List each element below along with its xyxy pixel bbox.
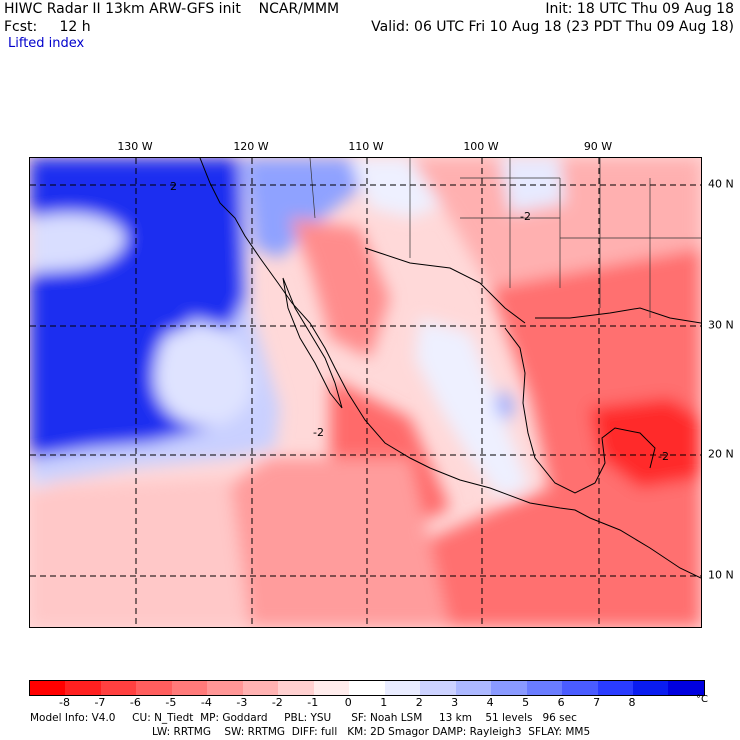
colorbar-tick-label: 5 — [522, 696, 530, 709]
colorbar-swatch — [349, 681, 385, 695]
plateau-neutral — [415, 318, 530, 498]
colorbar-tick-label: -1 — [307, 696, 319, 709]
colorbar-tick-label: -7 — [94, 696, 106, 709]
baja-peninsula — [282, 277, 343, 409]
stable-nw-land — [245, 158, 360, 258]
colorbar-swatch — [632, 681, 669, 695]
colorbar-tick-label: 0 — [344, 696, 352, 709]
colorbar-tick-label: 1 — [380, 696, 388, 709]
lat-label-20n: 20 N — [708, 447, 734, 461]
colorbar-tick-label: -4 — [200, 696, 212, 709]
contour-label: -2 — [313, 426, 324, 439]
colorbar-tick-label: 8 — [628, 696, 636, 709]
colorbar-swatch — [455, 681, 492, 695]
colorbar-swatch — [384, 681, 421, 695]
colorbar-swatch — [136, 681, 172, 695]
colorbar-swatch — [65, 681, 101, 695]
eastern-pacific-unstable — [210, 458, 450, 627]
colorbar-swatch — [100, 681, 137, 695]
lon-label-120w: 120 W — [233, 140, 269, 153]
graticule — [30, 158, 701, 627]
western-pacific-mild — [30, 478, 250, 627]
colorbar-swatch — [526, 681, 563, 695]
baja-unstable — [290, 218, 390, 358]
lon-label-100w: 100 W — [463, 140, 499, 153]
model-info-line1: Model Info: V4.0 CU: N_Tiedt MP: Goddard… — [30, 712, 577, 724]
colorbar-tick-label: 6 — [557, 696, 565, 709]
lat-label-30n: 30 N — [708, 318, 734, 332]
plateau-stable-spot — [495, 388, 515, 423]
colorbar-swatch — [207, 681, 243, 695]
swirl-light — [154, 327, 253, 427]
lat-label-10n: 10 N — [708, 568, 734, 582]
colorbar-swatch — [171, 681, 208, 695]
colorbar-tick-label: -8 — [58, 696, 70, 709]
colorbar-tick-label: -6 — [129, 696, 141, 709]
colorbar-swatch — [242, 681, 279, 695]
colorbar-tick-label: 4 — [486, 696, 494, 709]
contour-labels: 2 -2 -2 -2 — [170, 180, 669, 463]
colorbar-swatch — [30, 681, 66, 695]
colorbar-tick-label: -2 — [271, 696, 283, 709]
model-info-line2: LW: RRTMG SW: RRTMG DIFF: full KM: 2D Sm… — [152, 726, 591, 738]
colorbar-unit: °C — [696, 694, 708, 705]
valid-time: Valid: 06 UTC Fri 10 Aug 18 (23 PDT Thu … — [371, 19, 734, 35]
colorbar-swatch — [278, 681, 314, 695]
colorbar-tick-label: 3 — [451, 696, 459, 709]
gulf-coastline — [504, 327, 656, 494]
lon-label-90w: 90 W — [583, 140, 613, 153]
colorbar-tick-label: -3 — [236, 696, 248, 709]
colorbar-tick-label: 7 — [593, 696, 601, 709]
init-time: Init: 18 UTC Thu 09 Aug 18 — [545, 1, 734, 17]
contour-label: 2 — [170, 180, 177, 193]
lon-label-130w: 130 W — [117, 140, 153, 153]
field-shading — [30, 158, 701, 627]
us-mexico-border — [364, 247, 526, 324]
map-canvas: 2 -2 -2 -2 — [30, 158, 701, 627]
contour-label: -2 — [658, 450, 669, 463]
colorbar-tick-label: 2 — [415, 696, 423, 709]
lifted-index-map: 2 -2 -2 -2 — [29, 157, 702, 628]
colorbar-swatch — [597, 681, 633, 695]
forecast-hour: Fcst: 12 h — [4, 19, 91, 35]
coastlines — [199, 158, 701, 579]
state-borders — [309, 158, 701, 318]
colorbar-swatch — [668, 681, 704, 695]
run-title: HIWC Radar II 13km ARW-GFS init NCAR/MMM — [4, 1, 340, 17]
lon-label-110w: 110 W — [348, 140, 384, 153]
plains-unstable — [410, 158, 701, 288]
us-gulf-coast — [535, 307, 701, 324]
lat-label-40n: 40 N — [708, 177, 734, 191]
contour-label: -2 — [520, 210, 531, 223]
colorbar — [29, 680, 705, 696]
colorbar-swatch — [420, 681, 456, 695]
colorbar-swatch — [491, 681, 527, 695]
gulf-unstable — [410, 248, 701, 627]
colorbar-swatch — [562, 681, 598, 695]
colorbar-tick-label: -5 — [165, 696, 177, 709]
pacific-coastline — [199, 158, 701, 579]
field-name: Lifted index — [8, 36, 85, 51]
colorbar-swatch — [313, 681, 350, 695]
stable-band-west — [30, 213, 126, 273]
gulf-strong-unstable — [590, 398, 701, 488]
